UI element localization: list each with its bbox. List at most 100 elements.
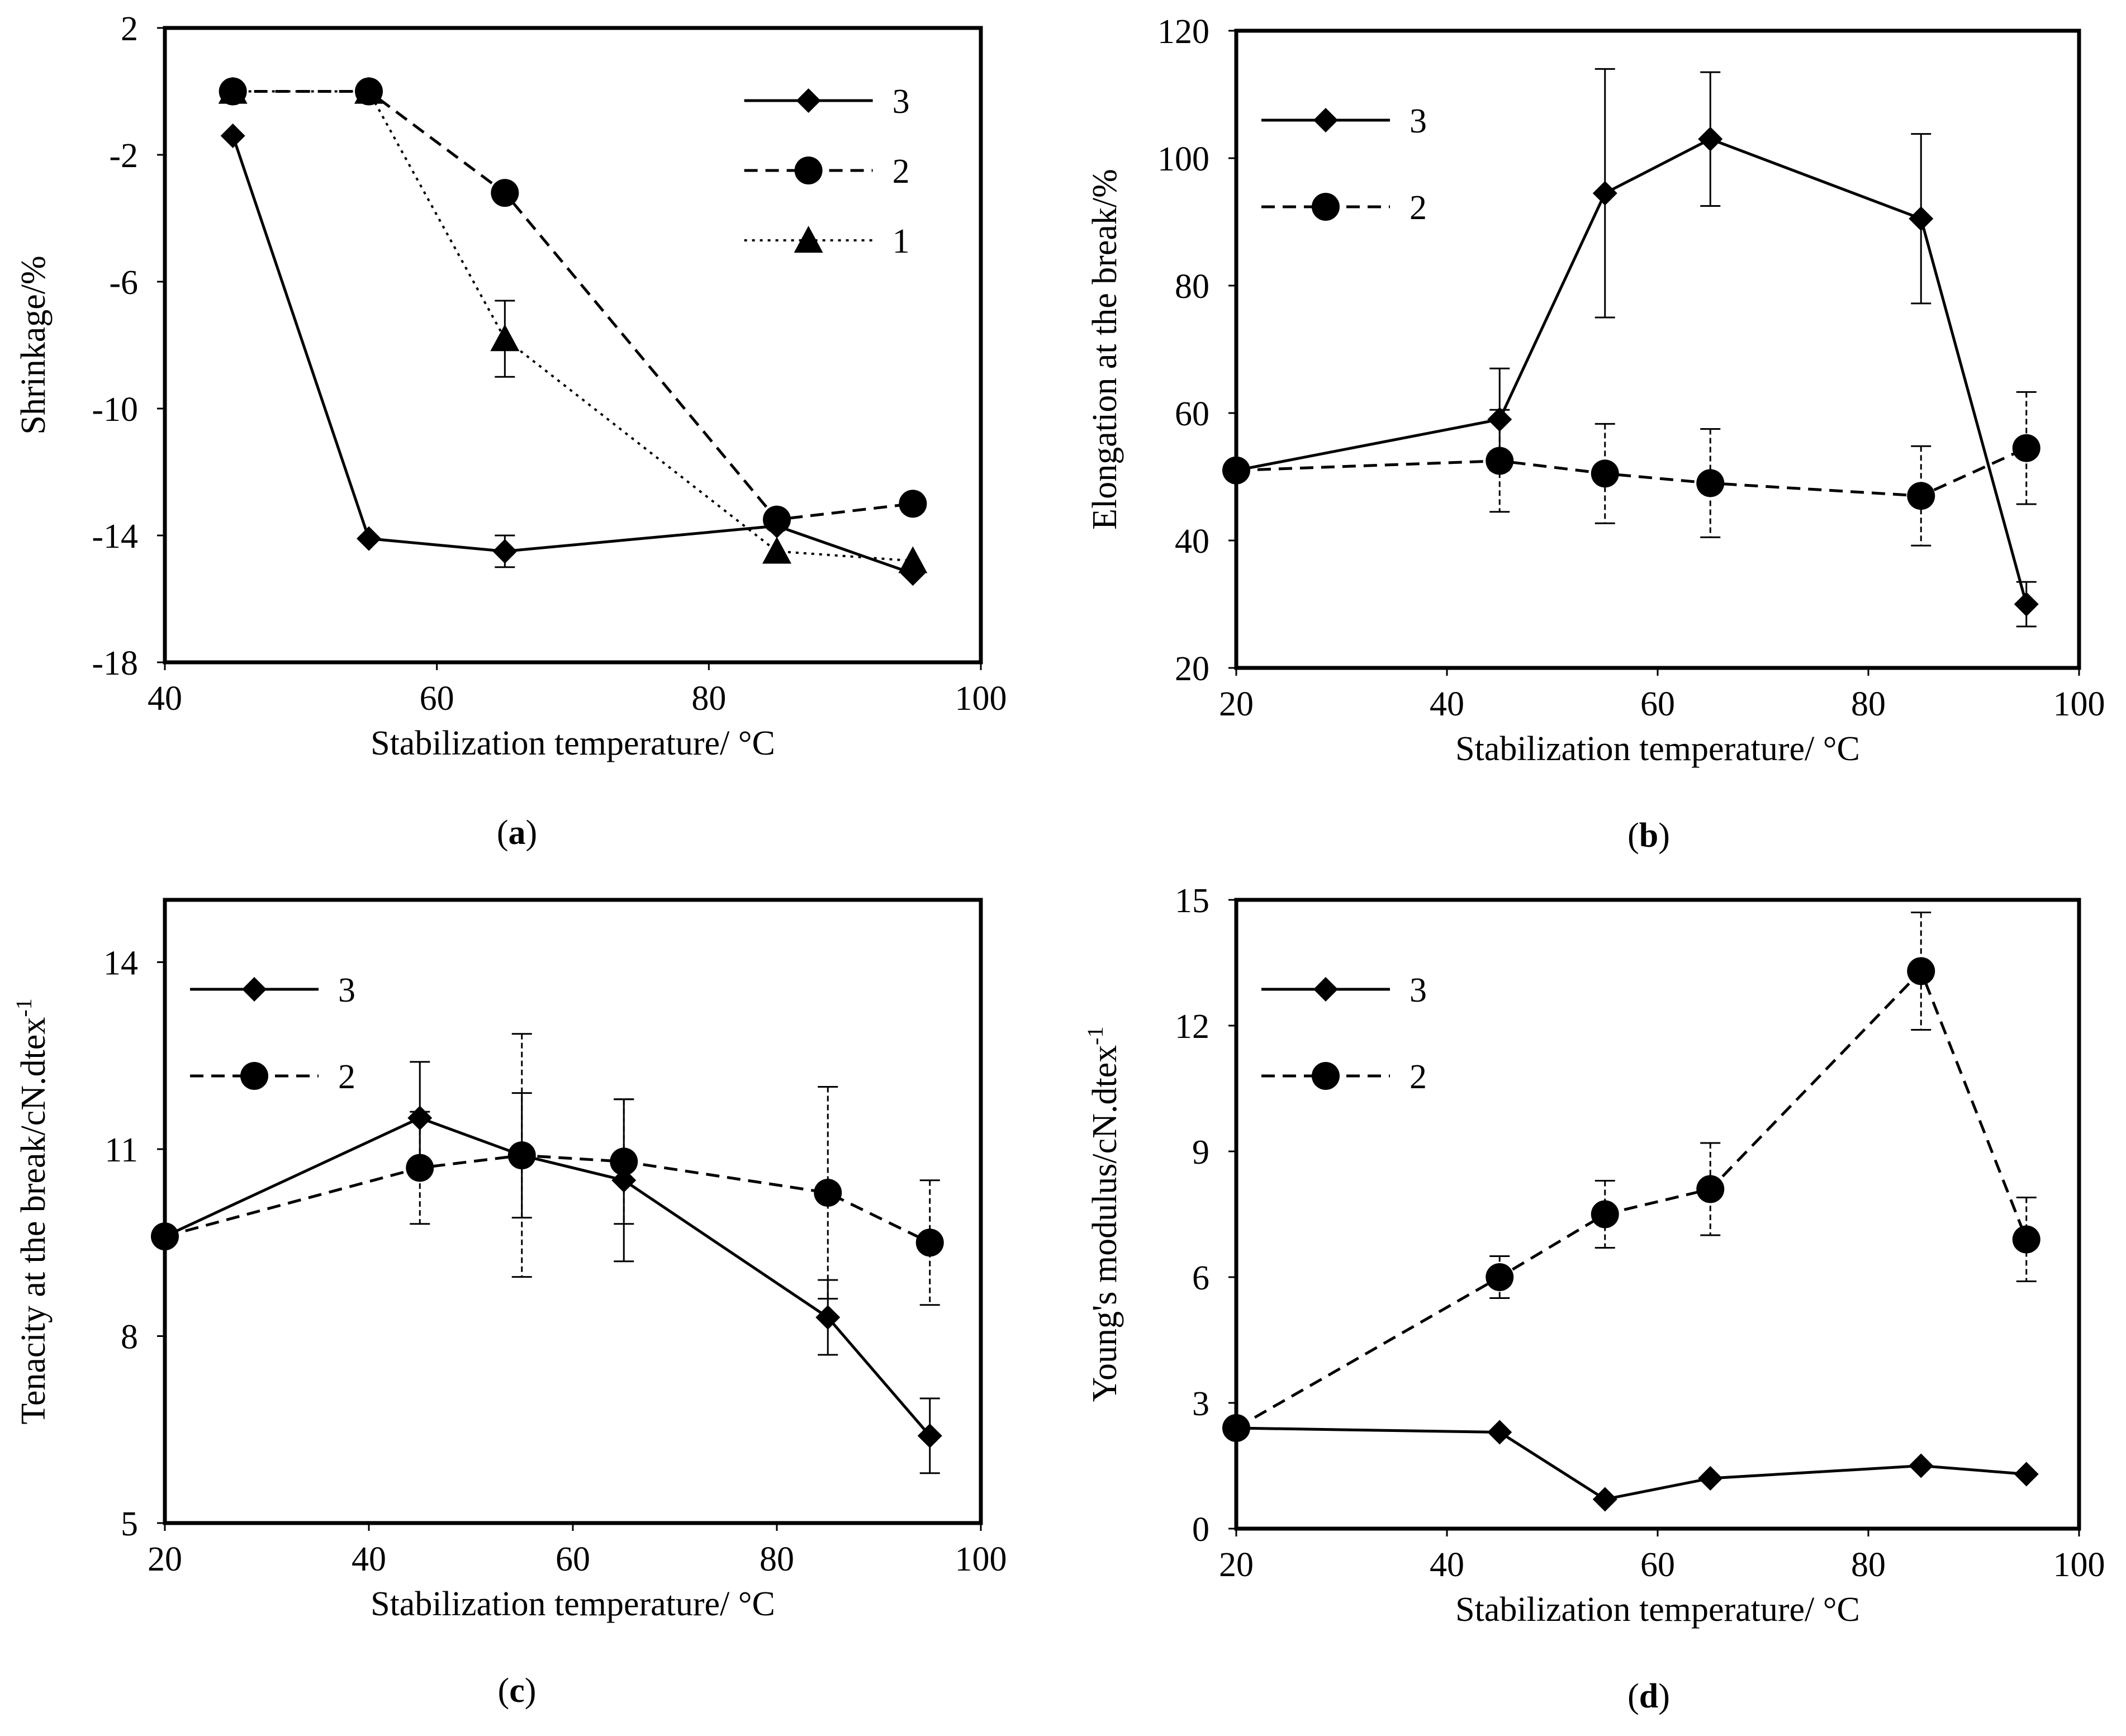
legend-item-3: 3 (744, 83, 910, 121)
x-tick-label: 60 (556, 1540, 590, 1578)
series-line (231, 135, 914, 575)
legend-swatch-marker (794, 156, 823, 184)
chart-panel-d: 20 40 60 80 100 0 3 6 9 12 15 Stabilization tempera… (1083, 882, 2105, 1715)
y-tick-label: 0 (1192, 1511, 1209, 1549)
data-point (218, 77, 248, 104)
data-point (354, 77, 383, 104)
y-tick-label: 3 (1192, 1385, 1209, 1423)
legend-item-3: 3 (190, 971, 355, 1009)
y-tick-label: 2 (121, 10, 138, 48)
legend-item-2: 2 (744, 153, 910, 191)
x-tick-label: 80 (760, 1540, 794, 1578)
legend-label: 2 (1410, 1058, 1427, 1096)
data-point (490, 324, 520, 352)
data-point (492, 539, 518, 564)
data-point (898, 546, 928, 573)
x-axis-title: Stabilization temperature/ °C (371, 1585, 775, 1623)
data-point (220, 123, 245, 148)
data-point (762, 537, 791, 564)
x-tick-label: 80 (1851, 1546, 1886, 1584)
data-point (1591, 1200, 1619, 1229)
y-axis-title: Shrinkage/% (15, 255, 53, 434)
x-axis-title: Stabilization temperature/ °C (1455, 1591, 1860, 1629)
y-tick-label: 40 (1175, 523, 1209, 561)
data-point (407, 1106, 433, 1131)
y-tick-label: -18 (92, 644, 138, 682)
series-line (1236, 137, 2028, 605)
x-axis-title: Stabilization temperature/ °C (1455, 730, 1860, 768)
legend-swatch-marker (796, 88, 821, 113)
data-point (491, 179, 519, 207)
series-line (232, 90, 913, 521)
data-point (1222, 1414, 1250, 1442)
x-tick-label: 40 (148, 680, 182, 718)
x-tick-label: 100 (2053, 685, 2105, 723)
data-point (1222, 456, 1250, 485)
panel-label: (d) (1627, 1677, 1670, 1715)
legend: 32 (1261, 102, 1427, 227)
data-point (1486, 1263, 1514, 1291)
legend-label: 2 (338, 1058, 355, 1096)
x-tick-label: 40 (1430, 685, 1464, 723)
legend-label: 2 (893, 153, 910, 191)
legend-label: 3 (1410, 102, 1427, 140)
series-line (1236, 447, 2027, 497)
x-axis-title: Stabilization temperature/ °C (371, 724, 775, 762)
chart-panel-b: 20 40 60 80 100 20 40 60 80 100 120 Stabilization t… (1086, 13, 2105, 855)
data-point (610, 1147, 638, 1176)
data-point (1696, 469, 1725, 497)
x-tick-label: 20 (1219, 1546, 1254, 1584)
x-tick-label: 40 (1430, 1546, 1464, 1584)
panel-label: (b) (1627, 817, 1670, 855)
panel-label: (a) (497, 814, 537, 852)
plot-frame (163, 898, 983, 1525)
series-2 (151, 1033, 944, 1306)
legend-swatch-marker (1313, 108, 1338, 132)
legend-item-3: 3 (1261, 971, 1427, 1009)
series-2 (1222, 391, 2040, 547)
legend-label: 3 (1410, 971, 1427, 1009)
series-1 (218, 77, 928, 573)
series-line (1235, 968, 2028, 1430)
legend-item-2: 2 (1261, 1058, 1427, 1096)
data-point (815, 1305, 841, 1330)
y-tick-label: 9 (1192, 1133, 1209, 1171)
y-tick-label: -6 (109, 264, 138, 302)
data-point (406, 1154, 434, 1182)
data-point (1907, 482, 1935, 510)
legend: 32 (190, 971, 355, 1096)
data-point (1909, 206, 1934, 231)
data-point (2012, 434, 2040, 462)
data-point (899, 490, 927, 518)
y-tick-label: 14 (103, 945, 138, 983)
x-tick-label: 60 (420, 680, 454, 718)
series-line (164, 1116, 931, 1437)
data-point (2014, 592, 2039, 616)
chart-panel-c: 20 40 60 80 100 5 8 11 14 Stabilization temperatu… (11, 898, 1007, 1710)
legend-swatch-marker (794, 226, 823, 253)
legend-item-1: 1 (744, 222, 910, 260)
plot-frame (163, 26, 983, 665)
legend-item-2: 2 (1261, 189, 1427, 227)
legend: 32 (1261, 971, 1427, 1096)
y-tick-label: 8 (121, 1318, 138, 1356)
y-tick-label: 15 (1175, 882, 1209, 920)
legend-swatch-marker (1312, 1062, 1340, 1090)
y-tick-label: 80 (1175, 268, 1209, 306)
y-tick-label: -14 (92, 518, 138, 556)
data-point (507, 1141, 536, 1170)
legend-item-2: 2 (190, 1058, 355, 1096)
y-tick-label: 5 (121, 1505, 138, 1543)
y-tick-label: 60 (1175, 395, 1209, 433)
y-tick-label: 100 (1157, 140, 1209, 178)
y-tick-label: 20 (1175, 650, 1209, 688)
x-tick-label: 20 (1219, 685, 1254, 723)
legend-swatch-marker (1312, 193, 1340, 221)
y-tick-label: -10 (92, 391, 138, 429)
legend-label: 3 (338, 971, 355, 1009)
data-point (763, 505, 791, 534)
y-axis-title: Elongation at the break/% (1086, 169, 1124, 530)
legend-item-3: 3 (1261, 102, 1427, 140)
legend: 3 2 1 (744, 83, 910, 260)
